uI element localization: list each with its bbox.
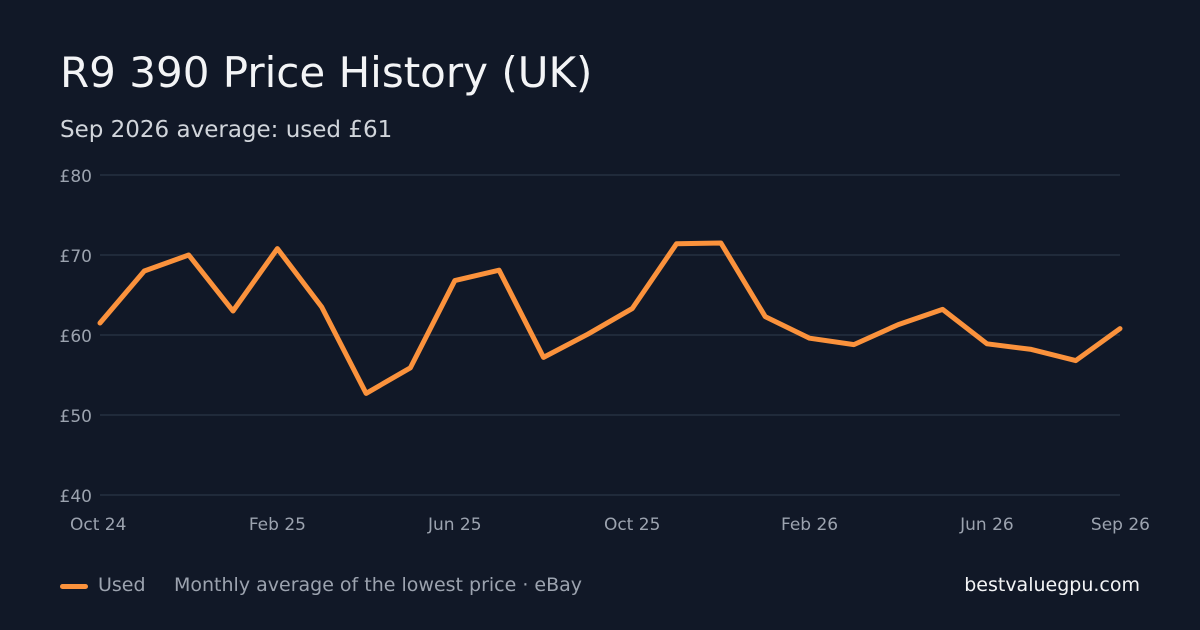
- legend-label-used: Used: [98, 574, 146, 596]
- chart-footer: Used Monthly average of the lowest price…: [60, 572, 1140, 602]
- brand-link[interactable]: bestvaluegpu.com: [964, 574, 1140, 596]
- y-axis-ticks: £40 £50 £60 £70 £80: [60, 167, 92, 507]
- x-axis-ticks: Oct 24 Feb 25 Jun 25 Oct 25 Feb 26 Jun 26 Sep …: [70, 515, 1150, 535]
- x-tick-label: Jun 25: [427, 515, 482, 535]
- y-tick-label: £60: [60, 327, 92, 347]
- legend-swatch-used: [60, 584, 88, 589]
- series-line-used: [97, 240, 1123, 396]
- y-tick-label: £80: [60, 167, 92, 187]
- x-tick-label: Oct 24: [70, 515, 126, 535]
- y-tick-label: £70: [60, 247, 92, 267]
- source-note: Monthly average of the lowest price · eB…: [174, 574, 583, 596]
- y-tick-label: £50: [60, 407, 92, 427]
- x-tick-label: Oct 25: [604, 515, 660, 535]
- x-tick-label: Jun 26: [959, 515, 1014, 535]
- grid-lines: [100, 174, 1120, 496]
- chart-title: R9 390 Price History (UK): [60, 48, 593, 97]
- x-tick-label: Feb 25: [249, 515, 306, 535]
- price-history-chart: £40 £50 £60 £70 £80 Oct 24 Feb 25 Jun 25 Oct 25…: [60, 167, 1150, 535]
- series-layer: [97, 240, 1123, 396]
- chart-subtitle: Sep 2026 average: used £61: [60, 117, 393, 143]
- x-tick-label: Sep 26: [1091, 515, 1150, 535]
- y-tick-label: £40: [60, 487, 92, 507]
- x-tick-label: Feb 26: [781, 515, 838, 535]
